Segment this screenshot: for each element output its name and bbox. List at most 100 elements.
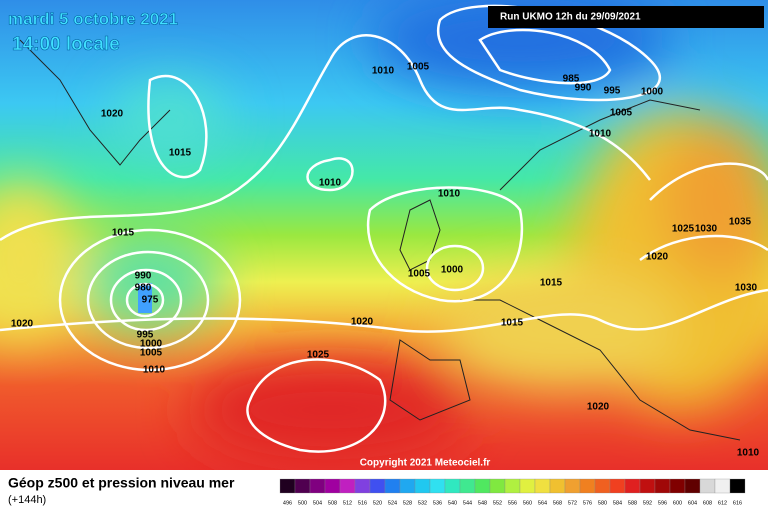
date: mardi 5 octobre 2021 [8, 9, 178, 28]
coastlines [19, 39, 741, 441]
scale-label: 500 [298, 500, 307, 506]
scale-label: 504 [313, 500, 322, 506]
time: 14:00 locale [12, 34, 120, 55]
scale-label: 524 [388, 500, 397, 506]
scale-label: 520 [373, 500, 382, 506]
isobar-label: 1015 [501, 318, 524, 329]
scale-swatch [339, 478, 356, 494]
scale-swatch [369, 478, 386, 494]
scale-label: 528 [403, 500, 412, 506]
isobar-label: 1010 [372, 66, 395, 77]
scale-swatch [579, 478, 596, 494]
isobar-label: 980 [135, 283, 152, 294]
scale-label: 604 [688, 500, 697, 506]
isobar-label: 1005 [407, 62, 430, 73]
scale-label: 600 [673, 500, 682, 506]
isobar-label: 1020 [101, 109, 124, 120]
scale-label: 516 [358, 500, 367, 506]
isobar-label: 1020 [646, 252, 669, 263]
scale-swatch [639, 478, 656, 494]
scale-label: 612 [718, 500, 727, 506]
footer-title: Géop z500 et pression niveau mer [8, 475, 235, 491]
scale-swatch [729, 478, 746, 494]
scale-label: 576 [583, 500, 592, 506]
isobar-label: 1015 [112, 228, 135, 239]
scale-swatch [504, 478, 521, 494]
isobar-label: 1005 [408, 269, 431, 280]
scale-label: 588 [628, 500, 637, 506]
isobar-label: 995 [604, 86, 621, 97]
scale-label: 560 [523, 500, 532, 506]
isobar-label: 1010 [319, 178, 342, 189]
footer-lead: (+144h) [8, 494, 46, 506]
run-label: Run UKMO 12h du 29/09/2021 [500, 12, 641, 23]
isobar-label: 1025 [307, 350, 330, 361]
scale-swatch [459, 478, 476, 494]
isobar-label: 1015 [169, 148, 192, 159]
scale-swatch [279, 478, 296, 494]
isobar-label: 1020 [587, 402, 610, 413]
scale-swatch [534, 478, 551, 494]
scale-swatch [324, 478, 341, 494]
scale-label: 596 [658, 500, 667, 506]
scale-swatch [684, 478, 701, 494]
scale-label: 556 [508, 500, 517, 506]
isobar-label: 1025 [672, 224, 695, 235]
isobar-label: 1005 [610, 108, 633, 119]
scale-swatch [309, 478, 326, 494]
scale-swatch [549, 478, 566, 494]
scale-swatch [714, 478, 731, 494]
scale-swatch [399, 478, 416, 494]
isobar-label: 975 [142, 295, 159, 306]
scale-label: 540 [448, 500, 457, 506]
scale-swatch [699, 478, 716, 494]
isobar-label: 1020 [351, 317, 374, 328]
scale-swatch [489, 478, 506, 494]
isobar-label: 990 [575, 83, 592, 94]
scale-swatch [384, 478, 401, 494]
scale-label: 592 [643, 500, 652, 506]
scale-swatch [624, 478, 641, 494]
scale-swatch [609, 478, 626, 494]
isobar-label: 1015 [540, 278, 563, 289]
scale-label: 536 [433, 500, 442, 506]
scale-label: 548 [478, 500, 487, 506]
scale-swatch [294, 478, 311, 494]
isobar-label: 1010 [438, 189, 461, 200]
scale-swatch [654, 478, 671, 494]
scale-label: 572 [568, 500, 577, 506]
scale-label: 508 [328, 500, 337, 506]
isobar-label: 985 [563, 74, 580, 85]
isobar-label: 1030 [695, 224, 718, 235]
color-scale: 496 500 504 508 512 516 520 524 528 532 536 540 544 5… [279, 478, 746, 506]
scale-swatch [474, 478, 491, 494]
copyright: Copyright 2021 Meteociel.fr [360, 458, 491, 469]
scale-label: 608 [703, 500, 712, 506]
scale-swatch [429, 478, 446, 494]
scale-swatch [444, 478, 461, 494]
isobar-label: 1030 [735, 283, 758, 294]
scale-label: 580 [598, 500, 607, 506]
scale-label: 564 [538, 500, 547, 506]
scale-label: 568 [553, 500, 562, 506]
scale-swatch [564, 478, 581, 494]
scale-label: 544 [463, 500, 472, 506]
scale-swatch [669, 478, 686, 494]
isobar-label: 1010 [589, 129, 612, 140]
scale-label: 496 [283, 500, 292, 506]
isobar-label: 1000 [641, 87, 664, 98]
run-box [488, 6, 764, 28]
isobar-label: 1010 [737, 448, 760, 459]
isobar-label: 1035 [729, 217, 752, 228]
scale-swatch [594, 478, 611, 494]
isobar-label: 995 [137, 330, 154, 341]
isobars [0, 4, 768, 453]
scale-label: 584 [613, 500, 622, 506]
scale-swatch [519, 478, 536, 494]
scale-swatch [414, 478, 431, 494]
scale-label: 512 [343, 500, 352, 506]
isobar-label: 1000 [140, 339, 163, 350]
isobar-label: 990 [135, 271, 152, 282]
